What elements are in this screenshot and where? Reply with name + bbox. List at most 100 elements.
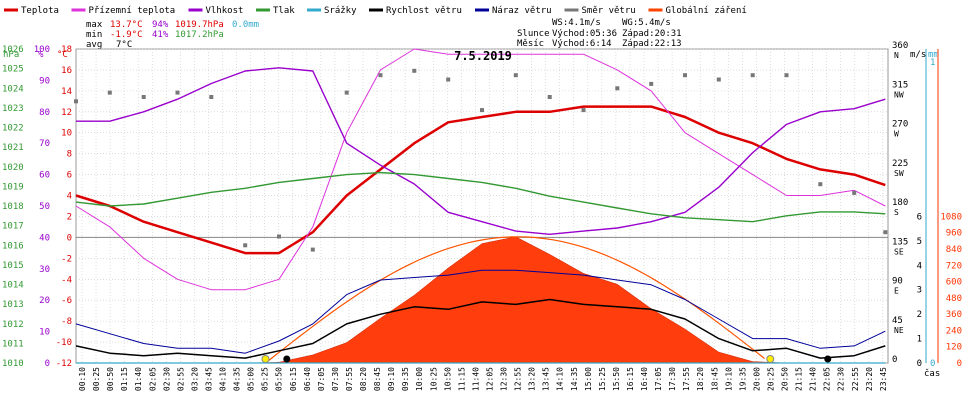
x-tick-label: 18:20 [696, 367, 705, 391]
sunrise-marker [261, 355, 270, 363]
tick-humidity: 10 [39, 328, 50, 338]
legend-label: Vlhkost [206, 6, 244, 16]
unit-hpa: hPa [3, 50, 19, 60]
tick-wind-dir: 135 [892, 237, 908, 247]
x-tick-label: 21:15 [795, 367, 804, 391]
x-tick-label: 01:40 [134, 367, 143, 391]
stats-rain: 0.0mm [232, 20, 259, 30]
tick-pressure: 1015 [2, 261, 24, 271]
tick-humidity: 20 [39, 296, 50, 306]
tick-humidity: 0 [45, 359, 50, 369]
tick-radiation: 240 [946, 326, 962, 336]
tick-wind-speed: 3 [917, 286, 922, 296]
series-přízemní-teplota [75, 48, 886, 291]
x-tick-label: 07:55 [345, 367, 354, 391]
x-tick-label: 08:45 [373, 367, 382, 391]
x-tick-label: 12:30 [500, 367, 509, 391]
series-smer-vetru-point [750, 73, 755, 78]
tick-wind-dir: 270 [892, 120, 908, 130]
series-teplota [75, 105, 886, 255]
tick-temperature: 6 [67, 171, 72, 181]
x-tick-label: 18:45 [710, 367, 719, 391]
tick-rain: 1 [930, 58, 935, 68]
x-tick-label: 20:50 [781, 367, 790, 391]
x-tick-label: 17:30 [668, 367, 677, 391]
x-tick-labels: 00:10 00:25 00:50 01:15 01:40 02:05 02:30 02:55… [78, 367, 888, 391]
tick-wind-speed: 0 [917, 359, 922, 369]
tick-temperature: 0 [67, 233, 72, 243]
tick-pressure: 1024 [2, 84, 24, 94]
x-tick-label: 05:50 [275, 367, 284, 391]
moon-set: Západ:22:13 [622, 39, 682, 49]
tick-pressure: 1026 [2, 45, 24, 55]
x-tick-label: 16:15 [626, 367, 635, 391]
tick-radiation: 600 [946, 278, 962, 288]
tick-pressure: 1020 [2, 163, 24, 173]
stats-min-press: 1017.2hPa [175, 30, 224, 40]
series-smer-vetru-point [683, 73, 687, 78]
x-tick-label: 09:10 [387, 367, 396, 391]
series-smer-vetru-point [310, 247, 315, 252]
series-smer-vetru-point [883, 230, 888, 235]
x-tick-label: 15:25 [598, 367, 607, 391]
x-tick-label: 14:35 [570, 367, 579, 391]
tick-radiation: 360 [946, 310, 962, 320]
x-tick-label: 23:45 [879, 367, 888, 391]
sunset-marker [766, 355, 775, 363]
tick-wind-dir-name: SE [894, 247, 904, 256]
tick-pressure: 1022 [2, 124, 24, 134]
x-tick-label: 03:20 [190, 367, 199, 391]
unit-ms: m/s [910, 50, 926, 60]
x-tick-label: 12:55 [514, 367, 523, 391]
tick-pressure: 1016 [2, 241, 24, 251]
wind-wg: WG:5.4m/s [622, 18, 671, 28]
series-smer-vetru-point [378, 73, 383, 78]
series-smer-vetru-point [141, 95, 146, 99]
series-smer-vetru-point [175, 90, 180, 95]
series-smer-vetru-point [649, 81, 654, 86]
stats-max-hum: 94% [152, 20, 169, 30]
tick-humidity: 90 [39, 76, 50, 86]
series-smer-vetru-point [446, 77, 451, 82]
tick-temperature: 18 [61, 45, 72, 55]
legend-label: Rychlost větru [386, 6, 462, 16]
tick-temperature: 14 [61, 87, 72, 97]
tick-wind-speed: 5 [917, 237, 922, 247]
series-smer-vetru-point [581, 108, 586, 113]
tick-radiation: 840 [946, 245, 962, 255]
x-tick-label: 00:50 [106, 367, 115, 391]
x-tick-label: 03:45 [204, 367, 213, 391]
tick-humidity: 100 [34, 45, 50, 55]
x-tick-label: 04:10 [219, 367, 228, 391]
legend-label: Směr větru [582, 6, 636, 16]
x-tick-label: 04:35 [233, 367, 242, 391]
tick-temperature: -10 [56, 338, 72, 348]
x-tick-label: 19:35 [738, 367, 747, 391]
tick-wind-dir: 315 [892, 80, 908, 90]
x-tick-label: 07:30 [331, 367, 340, 391]
series-smer-vetru-point [480, 108, 484, 113]
x-tick-label: 15:50 [612, 367, 621, 391]
x-tick-label: 14:10 [556, 367, 565, 391]
series-lines [74, 48, 888, 364]
x-axis-label: čas [924, 368, 940, 379]
tick-pressure: 1010 [2, 359, 24, 369]
tick-temperature: -6 [61, 296, 72, 306]
tick-humidity: 40 [39, 233, 50, 243]
x-tick-label: 22:05 [823, 367, 832, 391]
x-tick-label: 22:30 [837, 367, 846, 391]
tick-humidity: 30 [39, 265, 50, 275]
tick-temperature: 2 [67, 212, 72, 222]
x-tick-label: 17:55 [682, 367, 691, 391]
series-smer-vetru-point [513, 73, 518, 78]
x-tick-label: 02:05 [148, 367, 157, 391]
x-tick-label: 10:25 [429, 367, 438, 391]
x-tick-label: 22:55 [851, 367, 860, 391]
x-tick-label: 02:30 [162, 367, 171, 391]
tick-wind-dir: 180 [892, 198, 908, 208]
tick-pressure: 1025 [2, 65, 24, 75]
stats-min-label: min [86, 30, 102, 40]
legend-label: Srážky [324, 6, 357, 16]
series-náraz-větru [75, 269, 886, 354]
